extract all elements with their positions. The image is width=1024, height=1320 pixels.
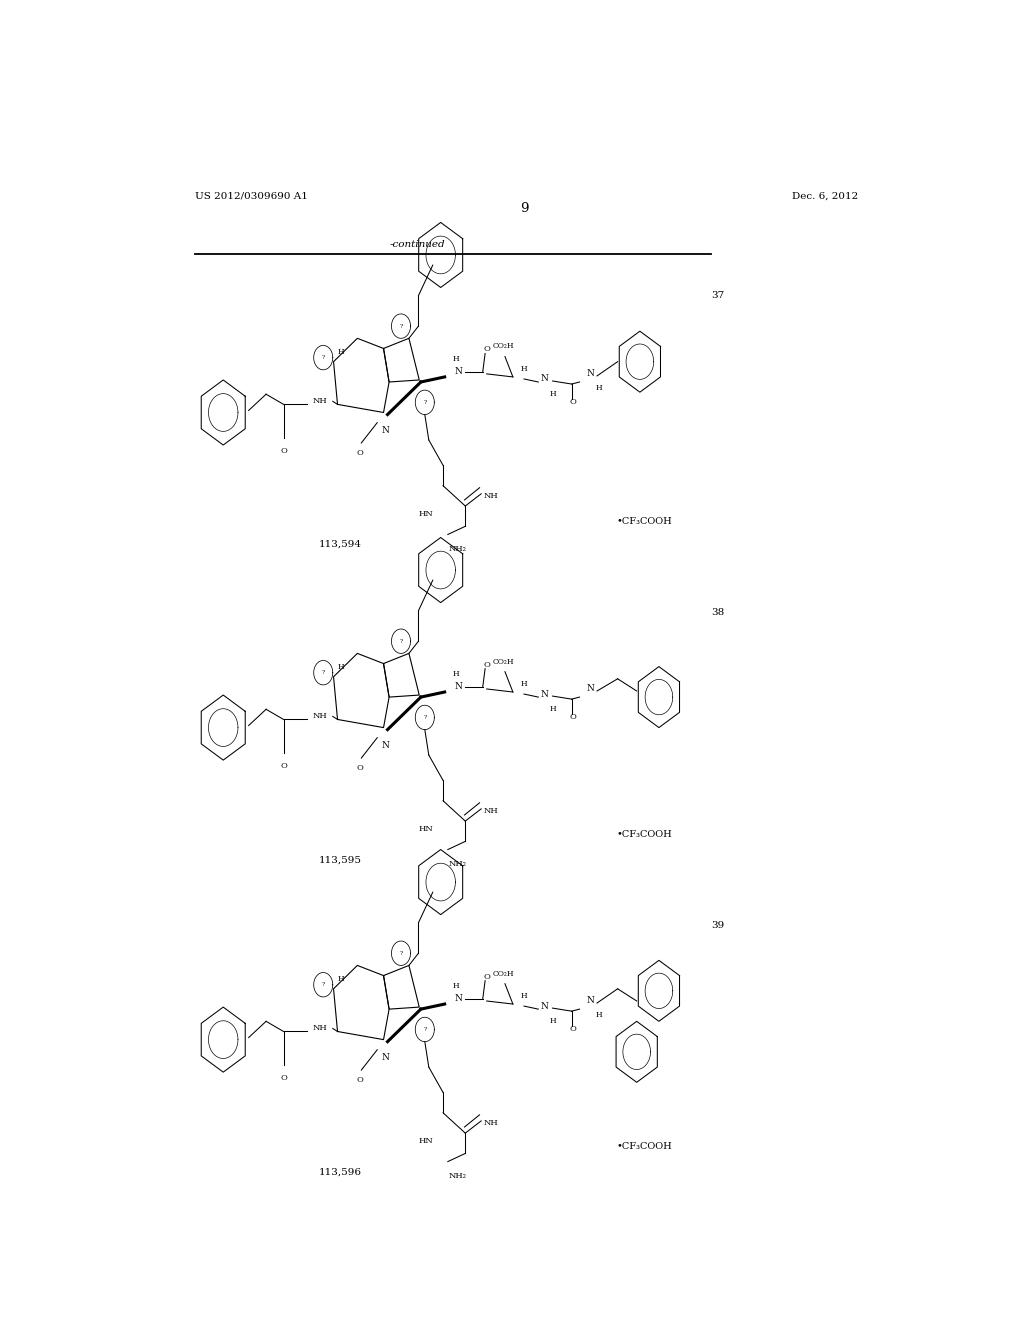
Text: 113,596: 113,596 — [318, 1167, 361, 1176]
Text: N: N — [541, 375, 549, 383]
Text: H: H — [520, 680, 527, 688]
Text: O: O — [281, 762, 287, 770]
Text: US 2012/0309690 A1: US 2012/0309690 A1 — [196, 191, 308, 201]
Text: •CF₃COOH: •CF₃COOH — [616, 1142, 672, 1151]
Text: N: N — [541, 689, 549, 698]
Text: NH: NH — [312, 713, 328, 721]
Text: ?: ? — [399, 323, 402, 329]
Text: N: N — [381, 1053, 389, 1063]
Text: H: H — [549, 1018, 556, 1026]
Text: N: N — [455, 994, 463, 1003]
Text: N: N — [455, 367, 463, 376]
Text: N: N — [455, 682, 463, 692]
Text: CO₂H: CO₂H — [493, 970, 514, 978]
Text: H: H — [337, 663, 344, 671]
Text: H: H — [337, 347, 344, 355]
Text: Dec. 6, 2012: Dec. 6, 2012 — [792, 191, 858, 201]
Text: ?: ? — [399, 950, 402, 956]
Text: O: O — [281, 1074, 287, 1082]
Text: O: O — [569, 1026, 577, 1034]
Text: O: O — [356, 764, 364, 772]
Text: 113,595: 113,595 — [318, 855, 361, 865]
Text: ?: ? — [322, 355, 325, 360]
Text: HN: HN — [418, 825, 433, 833]
Text: O: O — [483, 660, 490, 668]
Text: -continued: -continued — [390, 240, 445, 249]
Text: ?: ? — [322, 671, 325, 676]
Text: 37: 37 — [712, 290, 725, 300]
Text: NH₂: NH₂ — [449, 1172, 466, 1180]
Text: H: H — [453, 982, 459, 990]
Text: 38: 38 — [712, 607, 725, 616]
Text: H: H — [549, 705, 556, 713]
Text: CO₂H: CO₂H — [493, 342, 514, 350]
Text: H: H — [337, 974, 344, 982]
Text: O: O — [356, 1076, 364, 1084]
Text: NH: NH — [483, 492, 498, 500]
Text: O: O — [281, 447, 287, 455]
Text: HN: HN — [418, 510, 433, 519]
Text: N: N — [541, 1002, 549, 1011]
Text: ?: ? — [423, 1027, 426, 1032]
Text: O: O — [569, 713, 577, 722]
Text: NH: NH — [312, 1024, 328, 1032]
Text: •CF₃COOH: •CF₃COOH — [616, 830, 672, 838]
Text: H: H — [595, 1011, 602, 1019]
Text: ?: ? — [423, 400, 426, 405]
Text: O: O — [356, 449, 364, 457]
Text: N: N — [587, 685, 595, 693]
Text: N: N — [381, 426, 389, 436]
Text: NH: NH — [483, 807, 498, 814]
Text: O: O — [569, 399, 577, 407]
Text: •CF₃COOH: •CF₃COOH — [616, 516, 672, 525]
Text: HN: HN — [418, 1138, 433, 1146]
Text: H: H — [549, 391, 556, 399]
Text: O: O — [483, 346, 490, 354]
Text: H: H — [453, 669, 459, 677]
Text: H: H — [453, 355, 459, 363]
Text: N: N — [381, 742, 389, 750]
Text: O: O — [483, 973, 490, 981]
Text: 9: 9 — [520, 202, 529, 215]
Text: N: N — [587, 997, 595, 1006]
Text: 39: 39 — [712, 921, 725, 929]
Text: ?: ? — [322, 982, 325, 987]
Text: NH: NH — [312, 397, 328, 405]
Text: H: H — [520, 991, 527, 1001]
Text: H: H — [595, 384, 602, 392]
Text: N: N — [587, 370, 595, 379]
Text: CO₂H: CO₂H — [493, 657, 514, 665]
Text: ?: ? — [423, 715, 426, 719]
Text: ?: ? — [399, 639, 402, 644]
Text: NH₂: NH₂ — [449, 859, 466, 867]
Text: NH: NH — [483, 1119, 498, 1127]
Text: NH₂: NH₂ — [449, 545, 466, 553]
Text: 113,594: 113,594 — [318, 540, 361, 549]
Text: H: H — [520, 364, 527, 372]
